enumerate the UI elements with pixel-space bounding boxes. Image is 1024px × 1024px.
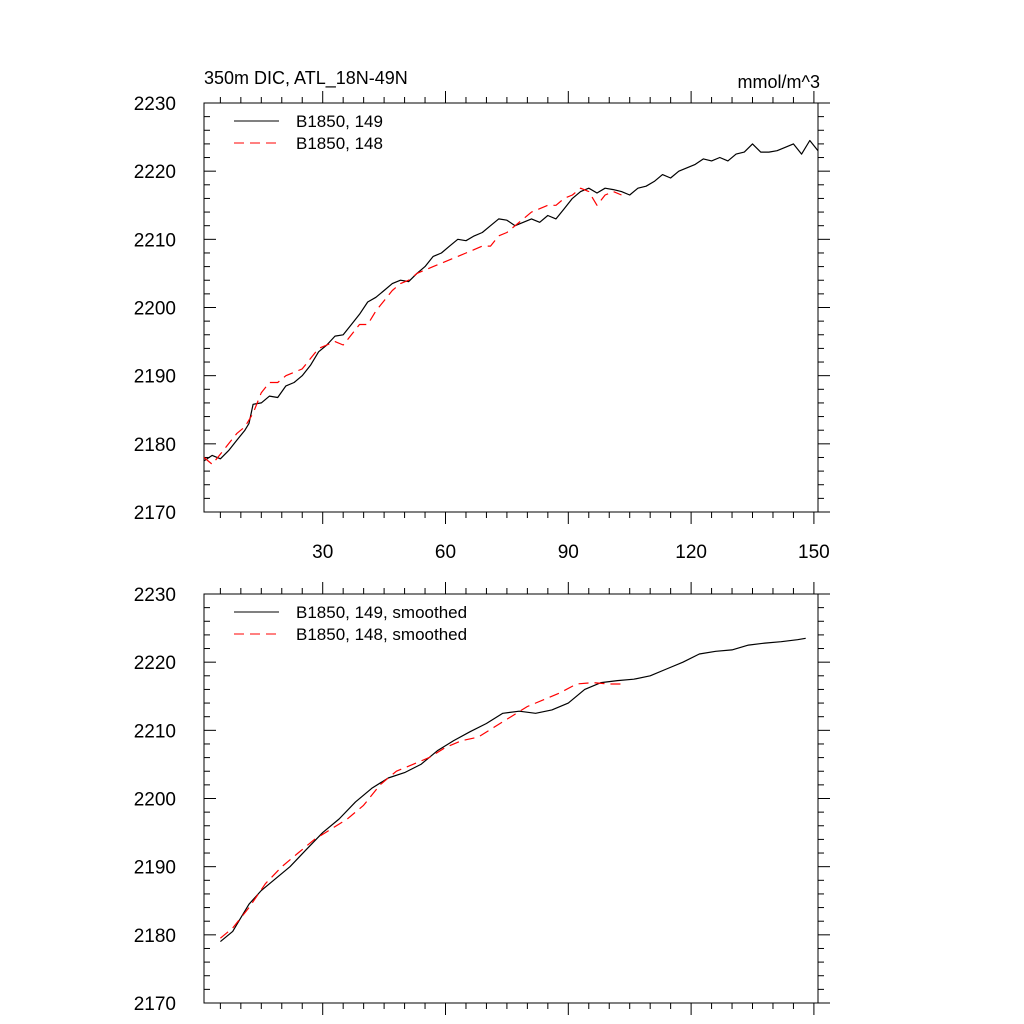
plot-frame-bottom: [203, 593, 819, 1004]
legend-label-148: B1850, 148: [296, 134, 383, 153]
series-line-bottom-1: [220, 682, 626, 939]
y-tick-label: 2200: [134, 299, 176, 320]
y-tick-label: 2220: [134, 653, 176, 674]
tick-group-bottom: 2170 2180 2190 2200 2210 2220 2230: [134, 582, 830, 1015]
legend-top: B1850, 149 B1850, 148: [234, 112, 383, 153]
y-tick-label: 2210: [134, 230, 176, 251]
y-tick-label: 2170: [134, 994, 176, 1015]
y-tick-label: 2180: [134, 926, 176, 947]
x-tick-label: 30: [312, 542, 333, 563]
y-tick-label: 2170: [134, 503, 176, 524]
y-tick-label: 2190: [134, 367, 176, 388]
legend-bottom: B1850, 149, smoothed B1850, 148, smoothe…: [234, 603, 467, 644]
y-tick-label: 2230: [134, 94, 176, 115]
y-tick-label: 2230: [134, 585, 176, 606]
x-tick-label: 60: [435, 542, 456, 563]
y-tick-label: 2190: [134, 858, 176, 879]
series-group-top: [203, 139, 819, 465]
top-panel: 350m DIC, ATL_18N-49N mmol/m^3 217021802…: [134, 68, 830, 563]
tick-group-top: 2170 2180 2190 2200 2210 2220 2230 30 60 90 120 150: [134, 91, 830, 563]
y-tick-label: 2200: [134, 790, 176, 811]
series-line-bottom-0: [220, 637, 806, 943]
x-tick-label: 120: [675, 542, 707, 563]
legend-label-148-smoothed: B1850, 148, smoothed: [296, 625, 467, 644]
bottom-panel: 2170 2180 2190 2200 2210 2220 2230 B1850, 149,…: [134, 582, 830, 1015]
y-tick-label: 2220: [134, 162, 176, 183]
x-tick-label: 90: [558, 542, 579, 563]
units-label: mmol/m^3: [738, 72, 820, 92]
legend-label-149: B1850, 149: [296, 112, 383, 131]
legend-label-149-smoothed: B1850, 149, smoothed: [296, 603, 467, 622]
series-line-top-1: [203, 187, 622, 465]
x-tick-label: 150: [798, 542, 830, 563]
chart-title: 350m DIC, ATL_18N-49N: [204, 68, 408, 89]
series-line-top-0: [203, 139, 819, 462]
y-tick-label: 2180: [134, 435, 176, 456]
plot-frame-top: [203, 102, 819, 513]
series-group-bottom: [220, 637, 806, 943]
y-tick-label: 2210: [134, 721, 176, 742]
